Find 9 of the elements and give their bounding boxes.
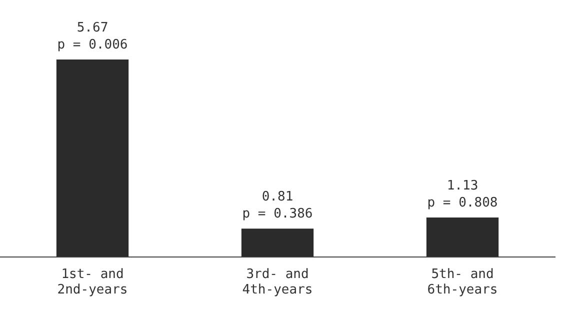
x-tick-label: 1st- and 2nd-years (57, 266, 128, 298)
x-tick-label: 3rd- and 4th-years (242, 266, 313, 298)
annotation: p = 0.006 (57, 37, 128, 52)
x-tick-label: 5th- and 6th-years (427, 266, 498, 298)
data-label: 5.67 (76, 20, 108, 36)
data-label: 1.13 (446, 178, 478, 194)
annotation: p = 0.808 (427, 195, 498, 210)
annotation: p = 0.386 (242, 206, 313, 222)
data-label: 0.81 (262, 189, 294, 204)
